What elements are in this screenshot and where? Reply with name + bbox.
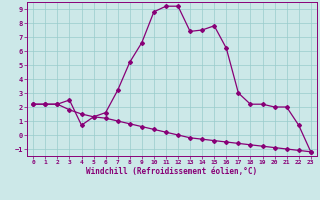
- X-axis label: Windchill (Refroidissement éolien,°C): Windchill (Refroidissement éolien,°C): [86, 167, 258, 176]
